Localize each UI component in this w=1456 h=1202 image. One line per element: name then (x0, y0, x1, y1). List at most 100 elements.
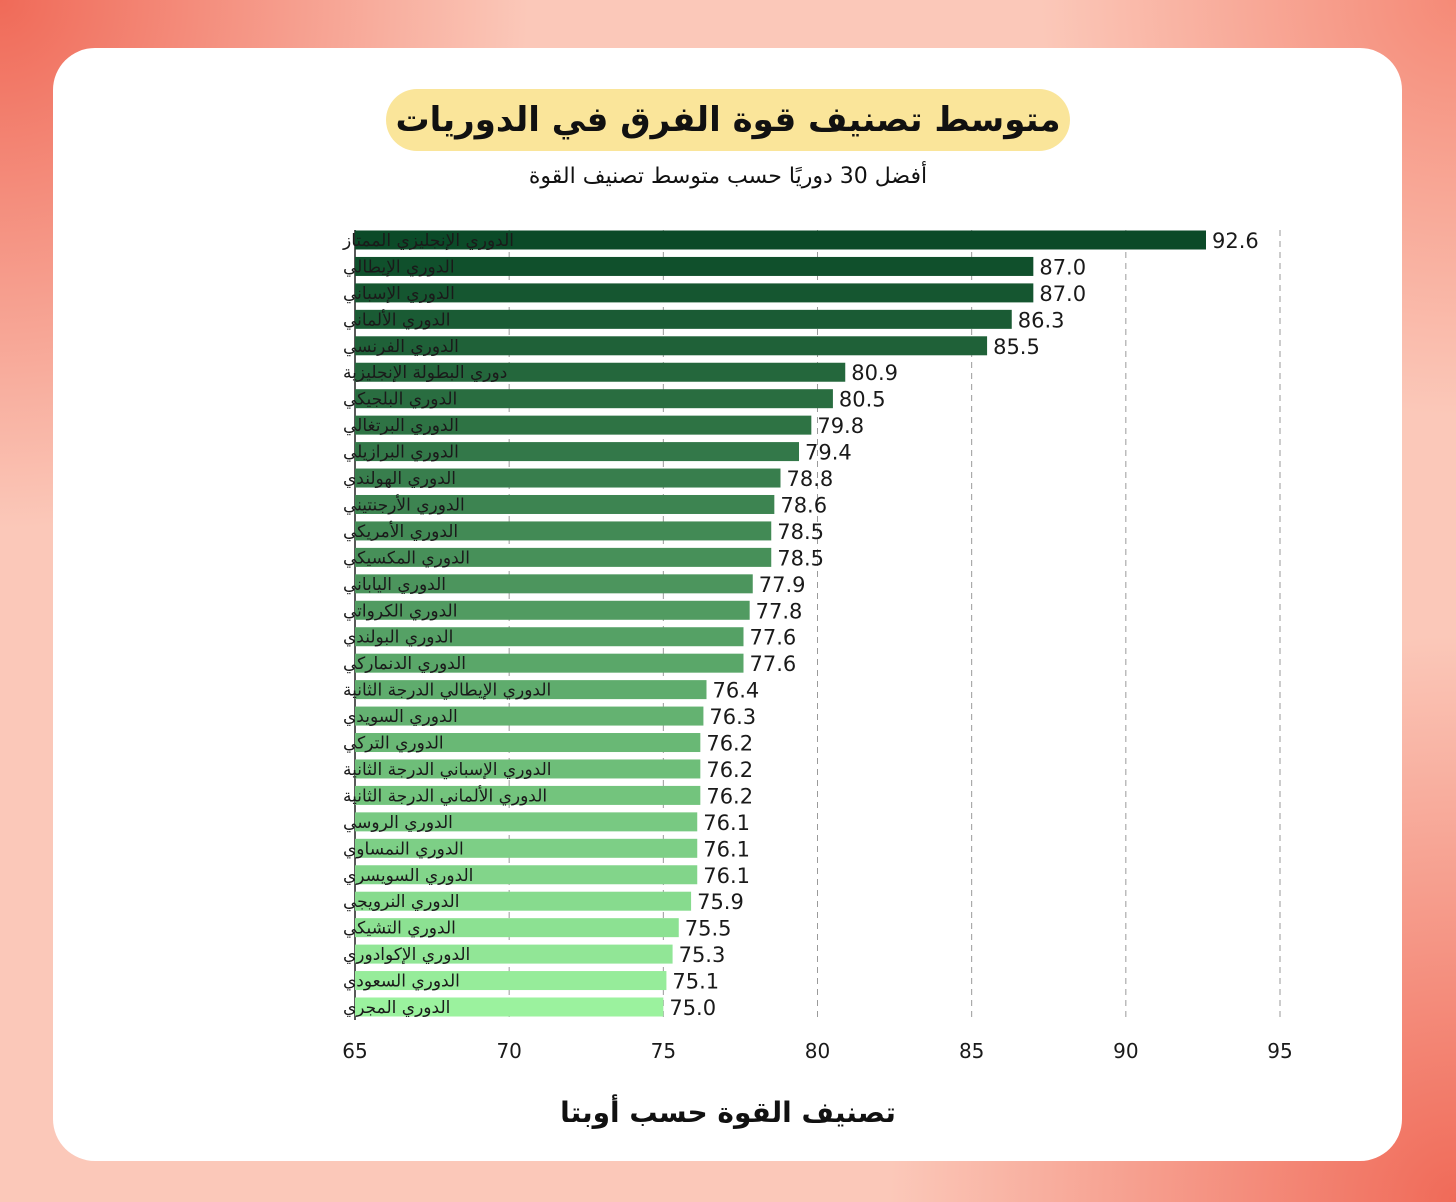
category-label: الدوري الإنجليزي الممتاز (342, 231, 514, 251)
value-label: 76.2 (706, 732, 753, 756)
bar (355, 256, 1034, 276)
category-label: الدوري التركي (343, 734, 444, 754)
chart-title: متوسط تصنيف قوة الفرق في الدوريات (395, 100, 1061, 140)
x-tick-label: 70 (496, 1039, 521, 1063)
x-tick-label: 85 (959, 1039, 984, 1063)
category-label: الدوري البلجيكي (343, 390, 457, 410)
bar (355, 865, 698, 885)
category-label: الدوري الإيطالي (343, 257, 455, 277)
value-label: 85.5 (993, 335, 1040, 359)
value-label: 76.2 (706, 784, 753, 808)
value-label: 76.1 (703, 864, 750, 888)
bar (355, 680, 707, 700)
category-label: الدوري النرويجي (343, 892, 459, 912)
bar (355, 838, 698, 858)
category-label: الدوري الإكوادوري (343, 945, 470, 965)
x-tick-label: 95 (1267, 1039, 1292, 1063)
bar (355, 442, 799, 462)
bar (355, 494, 775, 514)
bar (355, 600, 750, 620)
category-label: الدوري الفرنسي (343, 337, 459, 357)
bar (355, 944, 673, 964)
bar (355, 785, 701, 805)
x-axis-ticks: 65 70 75 80 85 90 95 (342, 1039, 1292, 1063)
category-label: الدوري السعودي (343, 972, 460, 992)
bar (355, 997, 664, 1017)
category-label: الدوري البولندي (343, 628, 453, 648)
category-label: دوري البطولة الإنجليزية (343, 363, 507, 383)
bar (355, 627, 744, 647)
chart-subtitle: أفضل 30 دوريًا حسب متوسط تصنيف القوة (528, 164, 928, 189)
bars (355, 230, 1206, 1017)
bar (355, 653, 744, 673)
bar (355, 230, 1206, 250)
bar (355, 759, 701, 779)
bar (355, 415, 812, 435)
value-label: 77.9 (759, 573, 806, 597)
bar (355, 547, 772, 567)
x-tick-label: 80 (805, 1039, 830, 1063)
bar (355, 389, 833, 409)
value-label: 76.2 (706, 758, 753, 782)
y-axis-labels: الدوري الإنجليزي الممتاز الدوري الإيطالي ا… (342, 231, 551, 1018)
category-label: الدوري المكسيكي (343, 548, 470, 568)
x-tick-label: 90 (1113, 1039, 1138, 1063)
value-label: 76.3 (709, 705, 756, 729)
grid-lines (354, 230, 1281, 1020)
bar (355, 706, 704, 726)
bar (355, 812, 698, 832)
category-label: الدوري البرازيلي (343, 443, 459, 463)
category-label: الدوري الروسي (343, 813, 453, 833)
category-label: الدوري الإسباني (343, 284, 455, 304)
category-label: الدوري الأرجنتيني (343, 494, 465, 515)
category-label: الدوري البرتغالي (343, 416, 459, 436)
bar (355, 733, 701, 753)
value-label: 80.5 (839, 388, 886, 412)
value-label: 78.6 (780, 493, 827, 517)
category-label: الدوري السويسري (343, 866, 473, 886)
value-label: 77.6 (750, 626, 797, 650)
bar (355, 283, 1034, 303)
value-label: 78.5 (777, 546, 824, 570)
value-label: 87.0 (1039, 255, 1086, 279)
value-label: 79.4 (805, 441, 852, 465)
value-label: 78.8 (787, 467, 834, 491)
category-label: الدوري النمساوي (343, 839, 464, 859)
value-label: 76.4 (713, 679, 760, 703)
bar (355, 468, 781, 488)
bar (355, 971, 667, 991)
category-label: الدوري السويدي (343, 707, 458, 727)
bar (355, 918, 679, 938)
bar (355, 574, 753, 594)
category-label: الدوري الإيطالي الدرجة الثانية (343, 681, 551, 701)
category-label: الدوري الياباني (343, 575, 446, 595)
value-label: 75.0 (669, 996, 716, 1020)
category-label: الدوري الإسباني الدرجة الثانية (343, 760, 551, 780)
title-banner: متوسط تصنيف قوة الفرق في الدوريات (386, 89, 1070, 151)
category-label: الدوري المجري (343, 998, 450, 1018)
x-tick-label: 75 (651, 1039, 676, 1063)
value-label: 78.5 (777, 520, 824, 544)
category-label: الدوري الكرواتي (343, 601, 457, 621)
bar (355, 309, 1012, 329)
x-tick-label: 65 (342, 1039, 367, 1063)
bar (355, 336, 988, 356)
category-label: الدوري التشيكي (343, 919, 456, 939)
value-label: 76.1 (703, 811, 750, 835)
category-label: الدوري الهولندي (343, 469, 456, 489)
x-axis-title: تصنيف القوة حسب أوبتا (560, 1096, 896, 1129)
value-label: 80.9 (851, 361, 898, 385)
value-label: 75.9 (697, 890, 744, 914)
category-label: الدوري الأمريكي (343, 521, 458, 542)
value-label: 92.6 (1212, 229, 1259, 253)
category-label: الدوري الدنماركي (343, 654, 466, 674)
value-label: 75.5 (685, 917, 732, 941)
value-labels: 92.687.087.086.385.580.980.579.879.478.8… (669, 229, 1258, 1020)
value-label: 76.1 (703, 837, 750, 861)
category-label: الدوري الألماني الدرجة الثانية (343, 785, 547, 806)
category-label: الدوري الألماني (343, 309, 450, 330)
value-label: 79.8 (817, 414, 864, 438)
value-label: 75.1 (672, 970, 719, 994)
